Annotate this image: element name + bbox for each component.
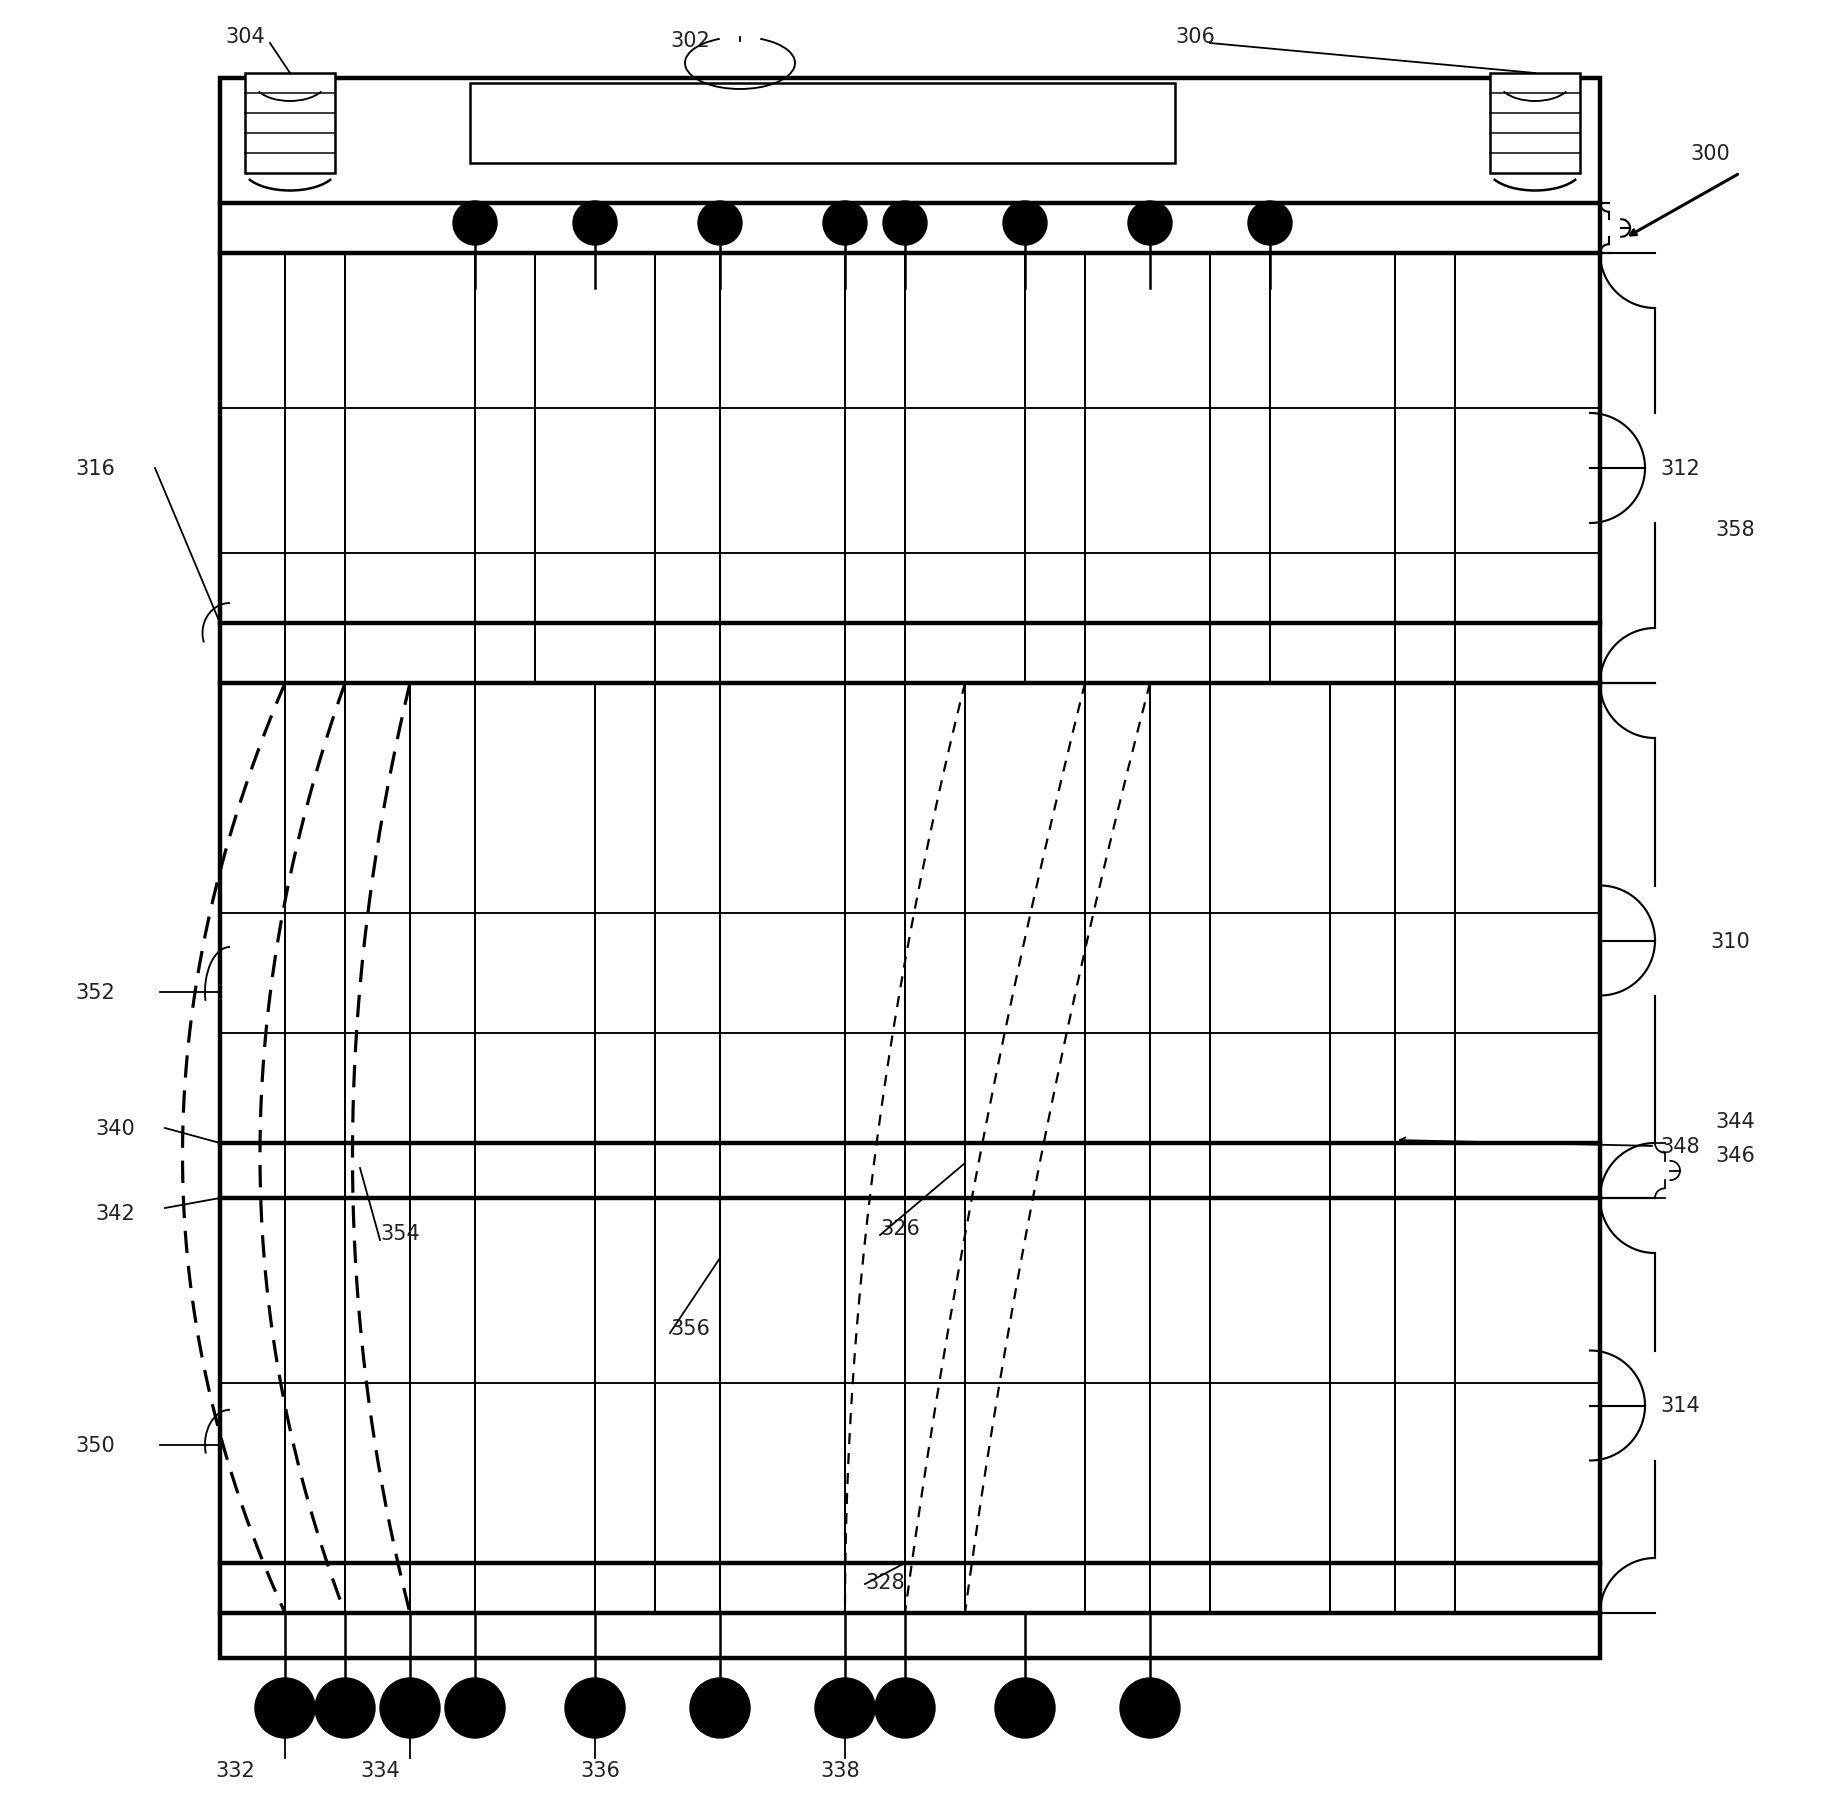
Circle shape xyxy=(883,201,926,246)
Circle shape xyxy=(314,1678,375,1739)
Circle shape xyxy=(874,1678,935,1739)
Text: 354: 354 xyxy=(381,1223,419,1242)
Text: 356: 356 xyxy=(669,1318,710,1338)
Circle shape xyxy=(1127,201,1172,246)
Text: 346: 346 xyxy=(1715,1145,1754,1165)
Circle shape xyxy=(689,1678,750,1739)
Circle shape xyxy=(1002,201,1046,246)
Circle shape xyxy=(453,201,497,246)
Circle shape xyxy=(994,1678,1055,1739)
Text: 316: 316 xyxy=(76,458,115,478)
Text: 328: 328 xyxy=(865,1571,904,1591)
Text: 350: 350 xyxy=(76,1435,115,1455)
Bar xyxy=(469,85,1173,164)
Text: 344: 344 xyxy=(1715,1111,1754,1131)
Text: 334: 334 xyxy=(360,1760,399,1780)
Circle shape xyxy=(1247,201,1292,246)
Text: 332: 332 xyxy=(214,1760,255,1780)
Text: 358: 358 xyxy=(1715,520,1754,539)
Text: 304: 304 xyxy=(225,27,264,47)
Circle shape xyxy=(573,201,617,246)
Circle shape xyxy=(255,1678,314,1739)
Circle shape xyxy=(699,201,741,246)
Text: 326: 326 xyxy=(880,1219,918,1239)
Text: 348: 348 xyxy=(1660,1136,1698,1156)
Text: 352: 352 xyxy=(76,982,115,1003)
Circle shape xyxy=(381,1678,440,1739)
Text: 338: 338 xyxy=(819,1760,859,1780)
Circle shape xyxy=(445,1678,505,1739)
Text: 340: 340 xyxy=(94,1118,135,1138)
Text: 342: 342 xyxy=(94,1203,135,1223)
Bar xyxy=(1489,74,1580,174)
Circle shape xyxy=(1120,1678,1179,1739)
Bar xyxy=(220,79,1599,1658)
Text: 336: 336 xyxy=(580,1760,619,1780)
Text: 302: 302 xyxy=(669,31,710,50)
Text: 314: 314 xyxy=(1660,1395,1698,1415)
Text: 306: 306 xyxy=(1173,27,1214,47)
Text: 300: 300 xyxy=(1689,144,1730,164)
Circle shape xyxy=(565,1678,625,1739)
Circle shape xyxy=(822,201,867,246)
Text: 312: 312 xyxy=(1660,458,1698,478)
Bar xyxy=(246,74,334,174)
Text: 310: 310 xyxy=(1709,931,1748,951)
Circle shape xyxy=(815,1678,874,1739)
